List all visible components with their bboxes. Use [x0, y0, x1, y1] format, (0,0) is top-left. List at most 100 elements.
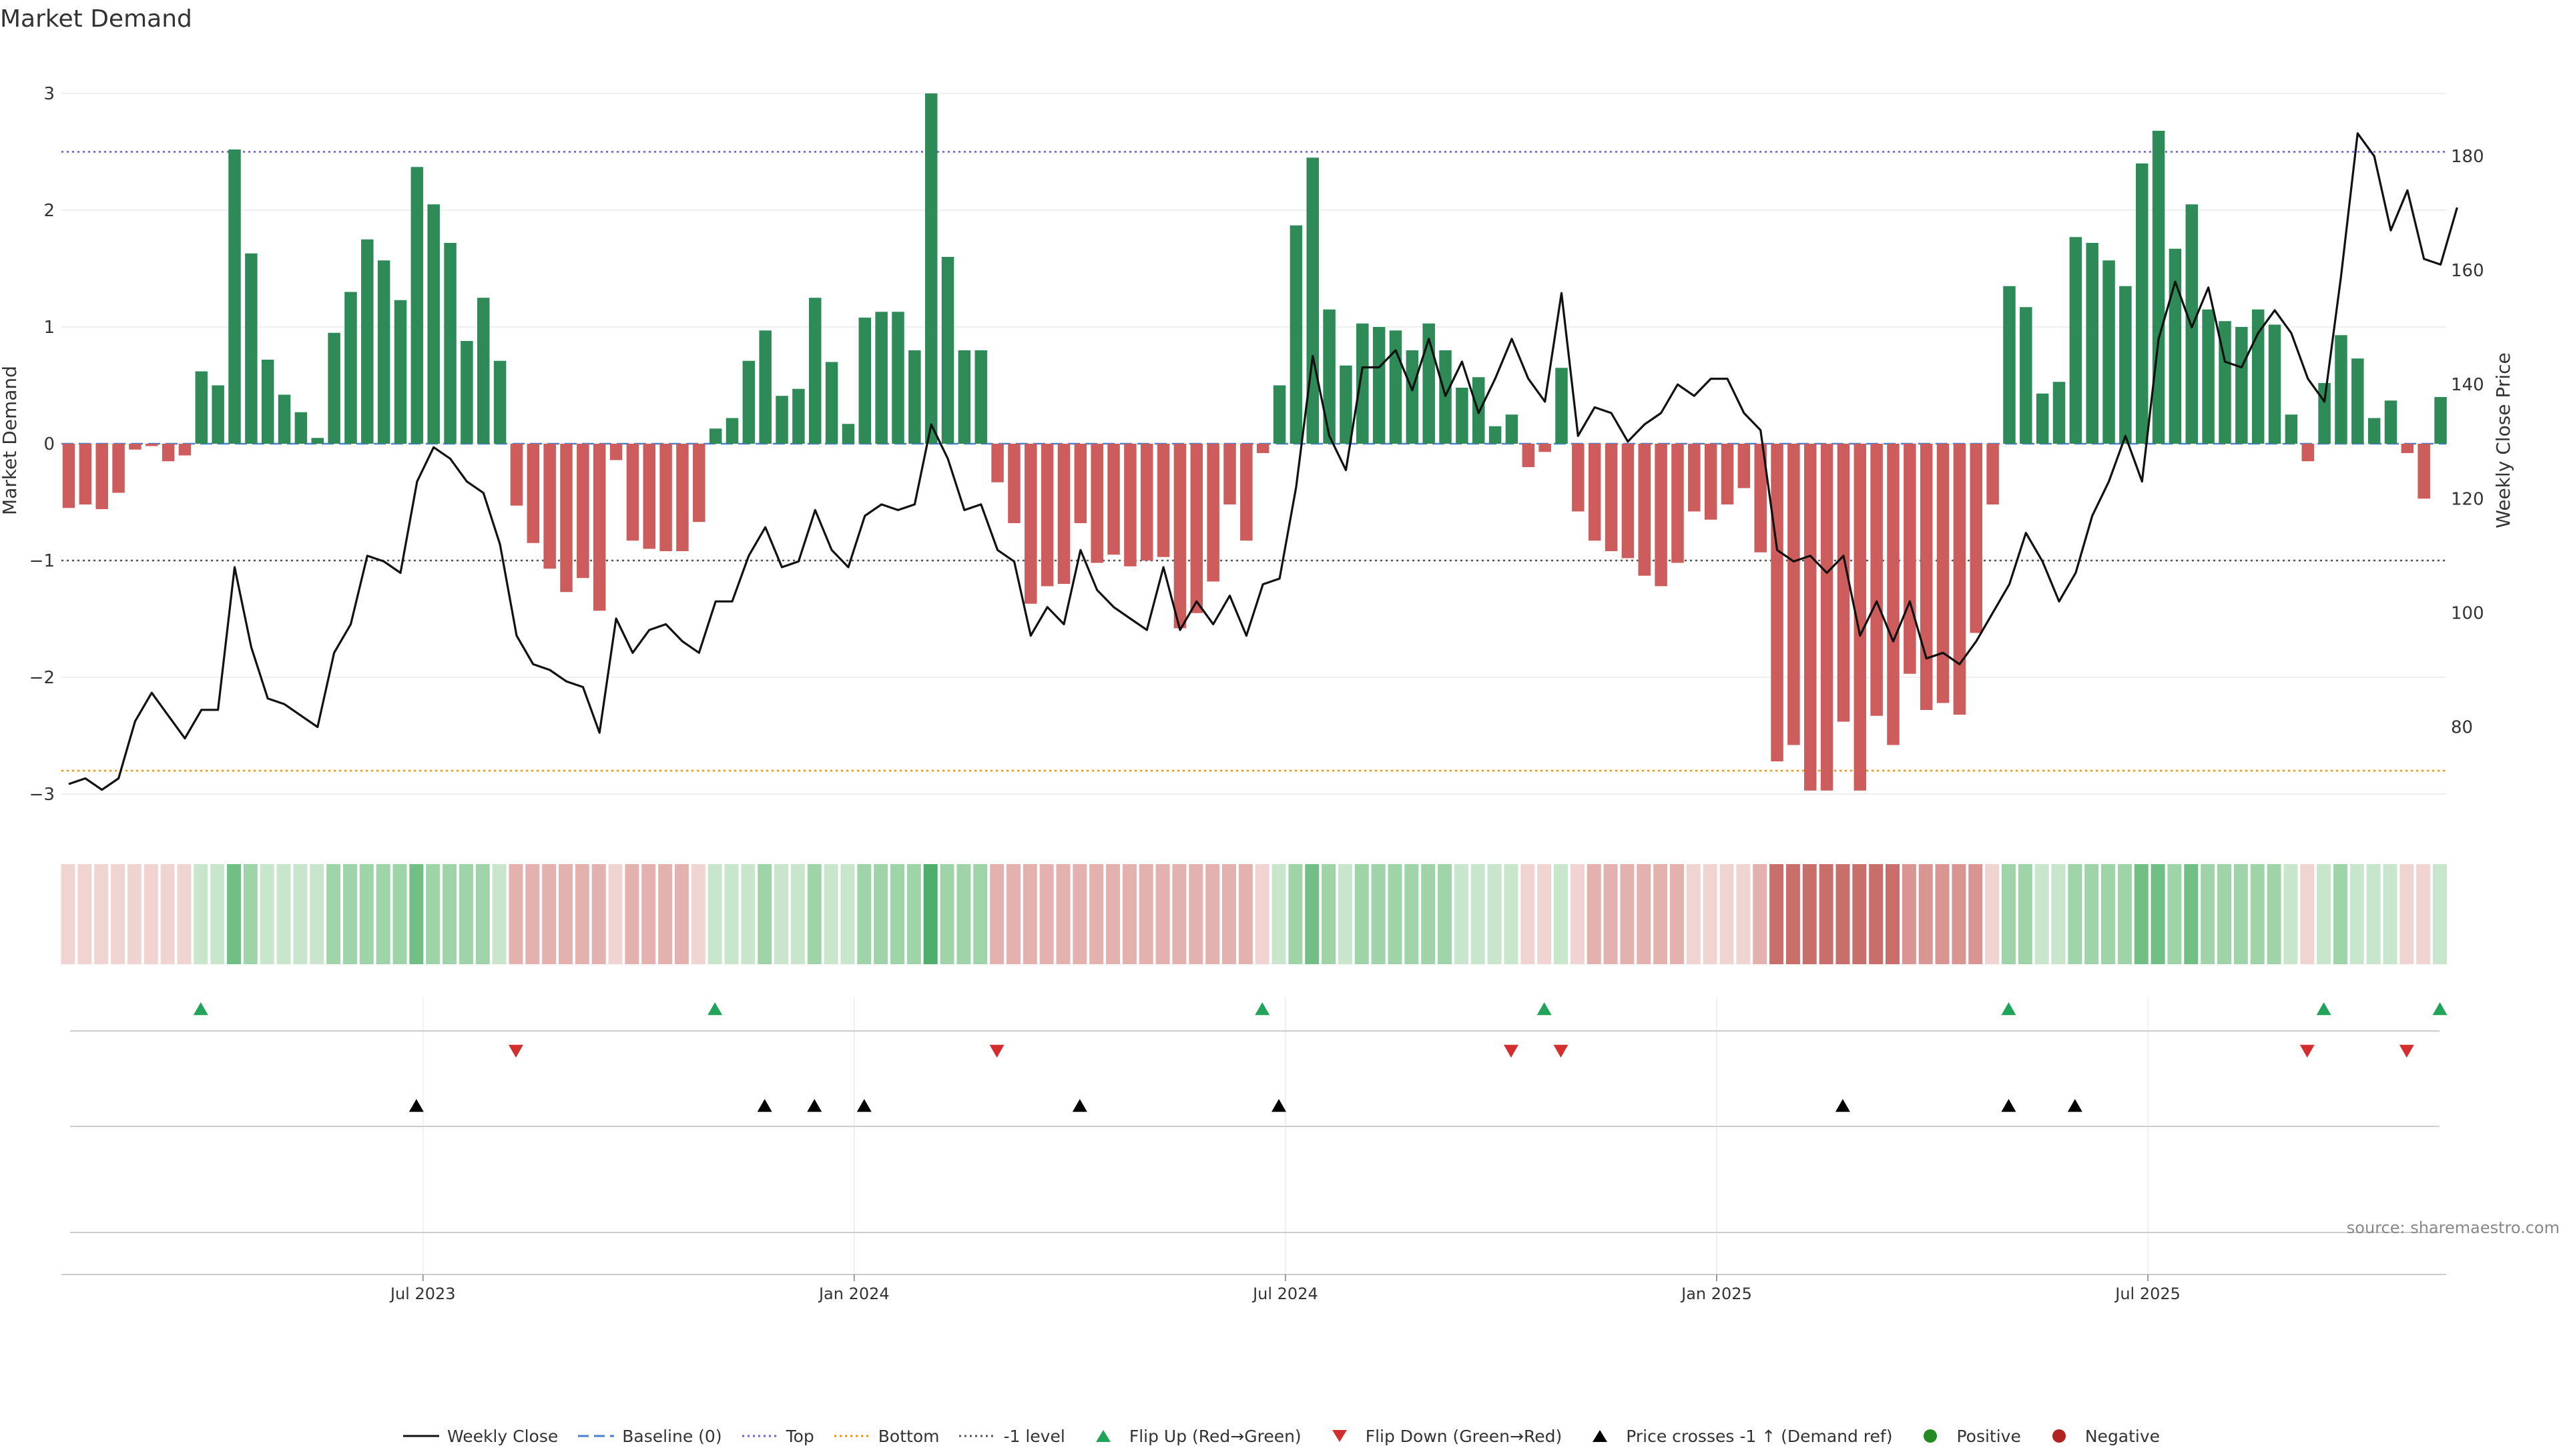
heat-cell: [1554, 864, 1568, 964]
heat-cell: [2333, 864, 2347, 964]
demand-bar: [1920, 444, 1933, 710]
y2-tick-label: 100: [2451, 603, 2484, 623]
demand-bar: [742, 360, 756, 444]
legend-item-minus-one: -1 level: [959, 1427, 1065, 1446]
heat-cell: [1139, 864, 1153, 964]
legend-label: Positive: [1956, 1426, 2021, 1446]
heat-cell: [956, 864, 971, 964]
heat-cell: [840, 864, 855, 964]
demand-bar: [427, 204, 440, 444]
heat-cell: [758, 864, 772, 964]
legend-symbol: [1924, 1429, 1938, 1443]
demand-bar: [79, 444, 92, 504]
demand-bar: [377, 260, 390, 444]
demand-bar: [974, 350, 987, 444]
demand-bar: [1173, 444, 1187, 629]
heat-cell: [177, 864, 192, 964]
demand-bar: [2268, 324, 2281, 444]
heat-cell: [359, 864, 374, 964]
heat-cell: [1835, 864, 1850, 964]
heat-cell: [625, 864, 639, 964]
legend-label: Flip Down (Green→Red): [1365, 1426, 1562, 1446]
heat-cell: [492, 864, 507, 964]
flip-down-marker: [1503, 1044, 1518, 1058]
heat-cell: [342, 864, 357, 964]
heat-cell: [1438, 864, 1452, 964]
reference-lines: [61, 151, 2446, 772]
heat-cell: [525, 864, 540, 964]
demand-bar: [1389, 330, 1402, 444]
heat-cell: [1935, 864, 1950, 964]
demand-bar: [1223, 444, 1236, 504]
heat-cell: [1653, 864, 1668, 964]
demand-bar: [958, 350, 971, 444]
demand-bar: [2367, 418, 2381, 444]
heat-cell: [691, 864, 705, 964]
demand-bar: [146, 444, 158, 446]
demand-bar: [228, 149, 241, 444]
heat-cell: [1039, 864, 1054, 964]
demand-bar: [261, 360, 274, 444]
heat-cell: [707, 864, 722, 964]
heat-cell: [2184, 864, 2199, 964]
price-cross-marker: [1835, 1099, 1850, 1112]
heat-cell: [1968, 864, 1983, 964]
demand-bar: [1157, 444, 1170, 557]
heat-cell: [160, 864, 175, 964]
heat-cell: [1802, 864, 1817, 964]
demand-bar: [1273, 385, 1286, 444]
heat-cell: [1952, 864, 1966, 964]
heat-cell: [1189, 864, 1203, 964]
heat-cell: [2134, 864, 2149, 964]
demand-bar: [410, 167, 424, 444]
heat-cell: [127, 864, 141, 964]
legend-symbol: [402, 1435, 439, 1437]
demand-bar: [1771, 444, 1783, 761]
legend-symbol: [834, 1435, 870, 1437]
demand-bar: [1057, 444, 1071, 584]
heat-cell: [890, 864, 904, 964]
demand-bar: [1124, 444, 1137, 567]
event-markers: [70, 1002, 2448, 1233]
heat-cell: [824, 864, 838, 964]
heat-cell: [2084, 864, 2099, 964]
heat-cell: [608, 864, 623, 964]
heat-cell: [1271, 864, 1286, 964]
heat-cell: [2349, 864, 2364, 964]
demand-bar: [2434, 397, 2447, 444]
heat-cell: [2416, 864, 2431, 964]
heat-cell: [874, 864, 888, 964]
heat-cell: [1736, 864, 1751, 964]
y2-tick-label: 80: [2451, 718, 2473, 738]
demand-bar: [1754, 444, 1767, 553]
demand-bar: [294, 412, 308, 444]
demand-bar: [1041, 444, 1054, 587]
price-cross-marker: [1072, 1099, 1087, 1112]
heat-cell: [1703, 864, 1717, 964]
demand-bar: [245, 253, 258, 444]
heat-cell: [674, 864, 689, 964]
heat-cell: [1122, 864, 1137, 964]
flip-down-marker: [989, 1044, 1005, 1058]
heat-cell: [326, 864, 341, 964]
heat-cell: [2034, 864, 2049, 964]
heat-cell: [1852, 864, 1867, 964]
legend-symbol: [742, 1435, 778, 1437]
heat-cell: [77, 864, 92, 964]
demand-bar: [693, 444, 705, 522]
demand-bar: [493, 360, 507, 444]
x-axis: Jul 2023 Jan 2024 Jul 2024 Jan 2025 Jul 2025: [61, 1274, 2446, 1303]
heat-cell: [1322, 864, 1336, 964]
heat-cell: [774, 864, 789, 964]
x-tick-label: Jul 2024: [1251, 1285, 1318, 1303]
heat-cell: [61, 864, 75, 964]
demand-bar: [1074, 444, 1087, 523]
heat-cell: [194, 864, 208, 964]
heat-cell: [559, 864, 573, 964]
demand-bar: [1605, 444, 1618, 551]
x-tick-label: Jul 2025: [2114, 1285, 2181, 1303]
heat-cell: [857, 864, 872, 964]
heat-cell: [276, 864, 291, 964]
demand-bar: [112, 444, 125, 493]
